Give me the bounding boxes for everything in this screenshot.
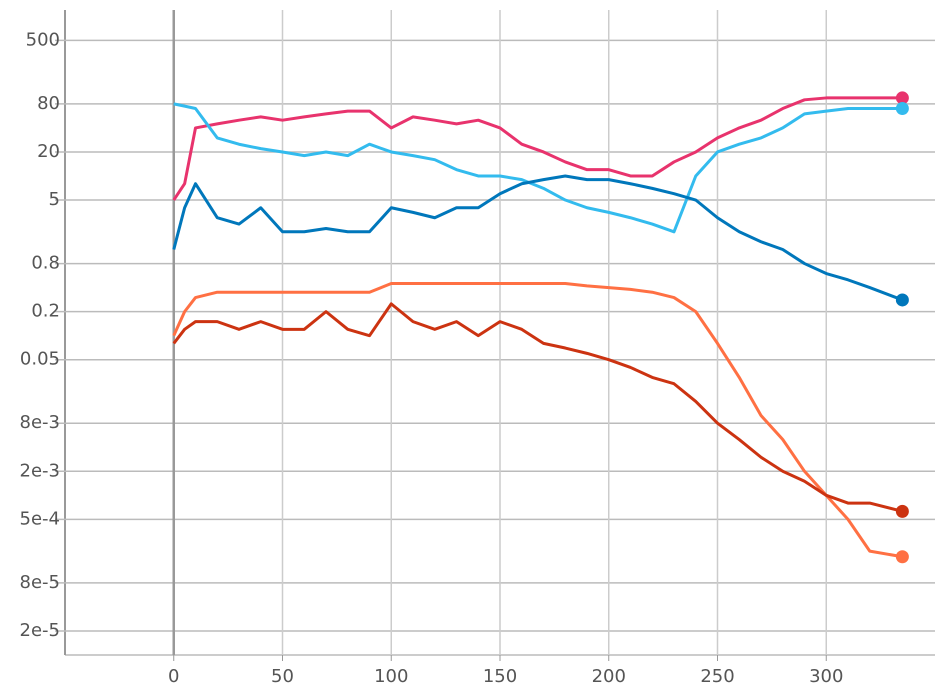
y-tick-label: 5e-4 bbox=[20, 508, 60, 529]
y-tick-label: 20 bbox=[37, 141, 60, 162]
x-tick-label: 150 bbox=[483, 666, 517, 687]
series-line bbox=[172, 174, 903, 302]
end-point bbox=[895, 293, 909, 307]
y-tick-label: 2e-3 bbox=[20, 460, 60, 481]
y-tick-label: 0.2 bbox=[31, 301, 60, 322]
y-tick-label: 500 bbox=[26, 29, 60, 50]
y-tick-label: 2e-5 bbox=[20, 620, 60, 641]
x-tick-label: 50 bbox=[271, 666, 294, 687]
y-tick-label: 8e-3 bbox=[20, 412, 60, 433]
end-point bbox=[895, 504, 909, 518]
series-line bbox=[172, 282, 903, 559]
y-tick-label: 8e-5 bbox=[20, 572, 60, 593]
series-line bbox=[173, 102, 903, 234]
y-tick-label: 0.05 bbox=[20, 349, 60, 370]
y-tick-label: 5 bbox=[49, 189, 60, 210]
end-point bbox=[895, 102, 909, 116]
series-line bbox=[172, 302, 903, 513]
end-point bbox=[895, 91, 909, 105]
x-tick-label: 250 bbox=[700, 666, 734, 687]
series-line bbox=[172, 96, 903, 201]
end-point bbox=[895, 550, 909, 564]
x-tick-label: 200 bbox=[592, 666, 626, 687]
y-tick-label: 0.8 bbox=[31, 253, 60, 274]
x-tick-label: 100 bbox=[374, 666, 408, 687]
x-tick-label: 0 bbox=[168, 666, 179, 687]
y-tick-label: 80 bbox=[37, 93, 60, 114]
x-tick-label: 300 bbox=[809, 666, 843, 687]
